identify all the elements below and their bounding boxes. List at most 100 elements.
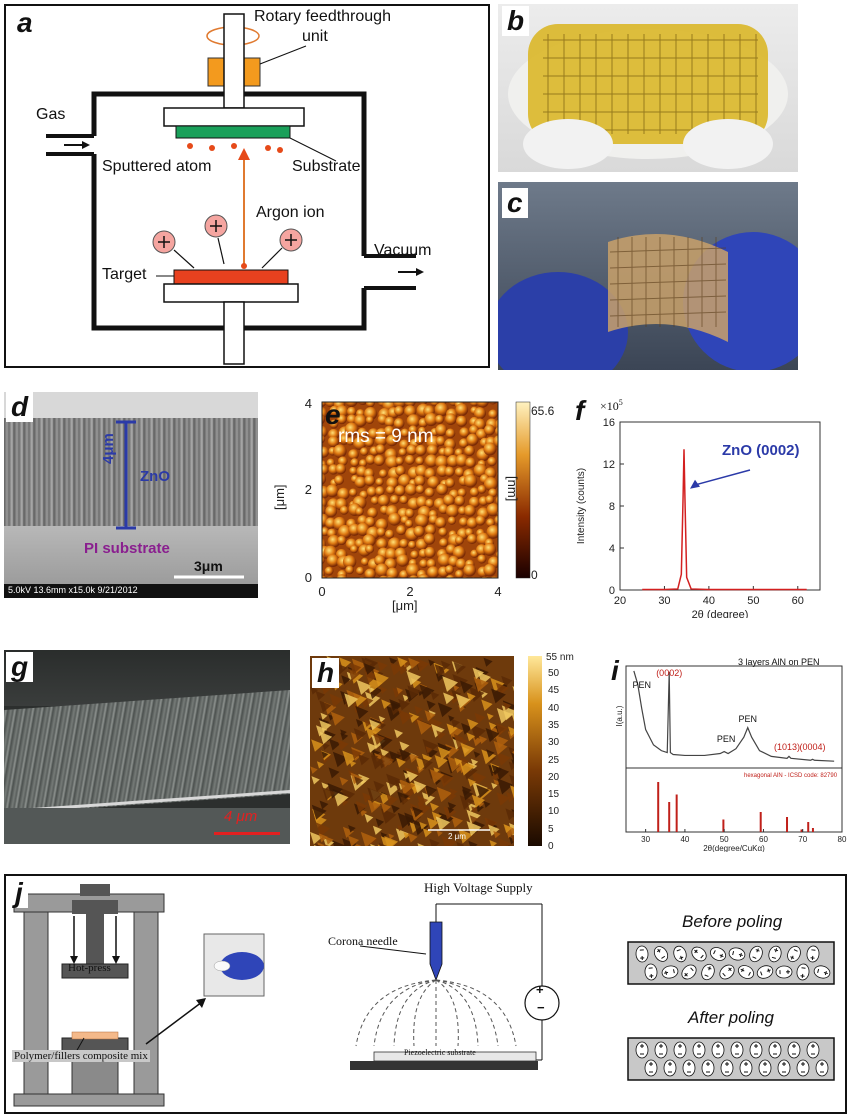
i-ylabel: I(a.u.): [615, 705, 624, 726]
thickness-label: 4μm: [100, 433, 117, 464]
f-xtick: 30: [658, 595, 670, 607]
dipole-icon: [673, 945, 687, 963]
substrate-plate: [175, 125, 291, 139]
dipole-icon: [806, 1041, 820, 1059]
i-xlabel: 2θ(degree/CuKα): [703, 844, 765, 852]
panel-c-photo: c: [498, 182, 798, 370]
svg-text:2: 2: [305, 482, 312, 497]
dipole-icon: [701, 963, 715, 981]
i-series-line: [633, 670, 835, 762]
e-ylabel: [μm]: [272, 484, 287, 510]
f-ytick: 4: [609, 543, 615, 555]
h-scale-label: 2 μm: [448, 832, 466, 841]
i-xtick: 70: [798, 835, 807, 844]
dipole-icon: [663, 1059, 677, 1077]
afm-e-plot: 0 2 4 0 2 4: [305, 396, 531, 599]
corona-needle: [429, 921, 443, 982]
composite-sample: [71, 1031, 119, 1040]
g-scale-label: 4 μm: [224, 808, 258, 825]
corona-needle-label: Corona needle: [328, 934, 398, 948]
after-poling-label: After poling: [688, 1008, 774, 1027]
h-cbar-tick: 15: [548, 789, 560, 801]
i-xtick: 30: [641, 835, 650, 844]
i-peak-label: PEN: [738, 714, 757, 724]
f-xlabel: 2θ (degree): [692, 609, 749, 618]
dipole-icon: [737, 965, 755, 979]
f-xtick: 20: [614, 595, 626, 607]
dipole-icon: [756, 965, 774, 979]
panel-b-photo: b: [498, 4, 798, 172]
hv-supply-label: High Voltage Supply: [424, 880, 533, 895]
f-ytick: 12: [603, 459, 615, 471]
dipole-icon: [635, 1041, 649, 1059]
dipole-icon: [682, 1059, 696, 1077]
panel-letter-i: i: [611, 655, 619, 686]
panel-i-xrd: hexagonal AlN - ICSD code: 82790 PEN (0002…: [611, 656, 848, 853]
panel-letter-e: e: [325, 399, 341, 430]
f-ytick: 8: [609, 501, 615, 513]
dipole-icon: [661, 965, 679, 979]
h-cbar-tick: 35: [548, 719, 560, 731]
dipole-icon: [653, 946, 669, 962]
dipole-icon: [768, 945, 782, 963]
sputtered-atom-label: Sputtered atom: [102, 158, 212, 175]
panel-letter-g: g: [6, 652, 34, 682]
h-cbar-tick: 0: [548, 841, 554, 852]
scale-label: 3μm: [194, 558, 223, 574]
plus-sign: +: [536, 982, 544, 997]
i-xtick: 50: [720, 835, 729, 844]
dipole-icon: [787, 1041, 801, 1059]
dipole-icon: [728, 947, 746, 961]
dipole-icon: [709, 947, 727, 961]
dipole-icon: [673, 1041, 687, 1059]
h-cbar-unit: 55 nm: [546, 652, 574, 663]
poling-diagram: [13, 884, 835, 1107]
svg-text:2: 2: [406, 584, 413, 599]
i-xtick: 80: [838, 835, 847, 844]
gas-label: Gas: [36, 106, 66, 123]
dipole-icon: [701, 1059, 715, 1077]
voltage-source-icon: [524, 985, 560, 1021]
target-plate: [173, 269, 289, 285]
i-peak-label: PEN: [717, 734, 736, 744]
hot-press-plate: [61, 963, 129, 979]
panel-a: a Rotary feedthrough unit Gas Sputtered …: [4, 4, 490, 368]
f-ylabel: Intensity (counts): [576, 468, 587, 544]
piezo-label: Piezoelectric substrate: [404, 1048, 476, 1057]
svg-text:4: 4: [305, 396, 312, 411]
i-peak-label: (0004): [800, 742, 826, 752]
i-xtick: 40: [680, 835, 689, 844]
h-cbar-tick: 25: [548, 754, 560, 766]
dipole-icon: [730, 1041, 744, 1059]
f-ytick: 0: [609, 585, 615, 597]
dipole-icon: [749, 945, 763, 963]
i-xtick: 60: [759, 835, 768, 844]
substrate-label: Substrate: [292, 158, 361, 175]
dipole-icon: [749, 1041, 763, 1059]
f-annotation: ZnO (0002): [722, 442, 800, 459]
h-cbar-tick: 30: [548, 737, 560, 749]
dipole-icon: [815, 1059, 829, 1077]
sputtering-diagram: [46, 13, 424, 365]
h-cbar-tick: 5: [548, 823, 554, 835]
xrd-i-chart: hexagonal AlN - ICSD code: 82790 PEN (0002…: [615, 665, 847, 852]
panel-letter-f: f: [575, 395, 585, 426]
panel-h-afm: h 2 μm 55 nm 50 45 40 35 30 25 20 15 10 5 0: [310, 652, 606, 852]
f-multiplier: ×105: [600, 398, 623, 413]
f-series-line: [642, 449, 807, 591]
i-reference-label: hexagonal AlN - ICSD code: 82790: [744, 773, 838, 779]
sem-footer: 5.0kV 13.6mm x15.0k 9/21/2012: [8, 585, 138, 595]
dipole-icon: [681, 964, 697, 980]
panel-letter-b: b: [502, 6, 530, 36]
dipole-icon: [806, 945, 820, 963]
pi-substrate-label: PI substrate: [84, 540, 170, 557]
unit-label: unit: [302, 28, 328, 45]
h-cbar-tick: 50: [548, 668, 560, 679]
rotary-label: Rotary feedthrough: [254, 8, 391, 25]
hot-press-label: Hot-press: [68, 962, 111, 974]
h-cbar-tick: 45: [548, 685, 560, 697]
dipole-icon: [644, 963, 658, 981]
panel-e-afm: 0 2 4 0 2 4 e rms = 9 nm [μm] [μm] [nm] …: [268, 392, 558, 618]
zno-label: ZnO: [140, 468, 170, 485]
dipole-icon: [711, 1041, 725, 1059]
